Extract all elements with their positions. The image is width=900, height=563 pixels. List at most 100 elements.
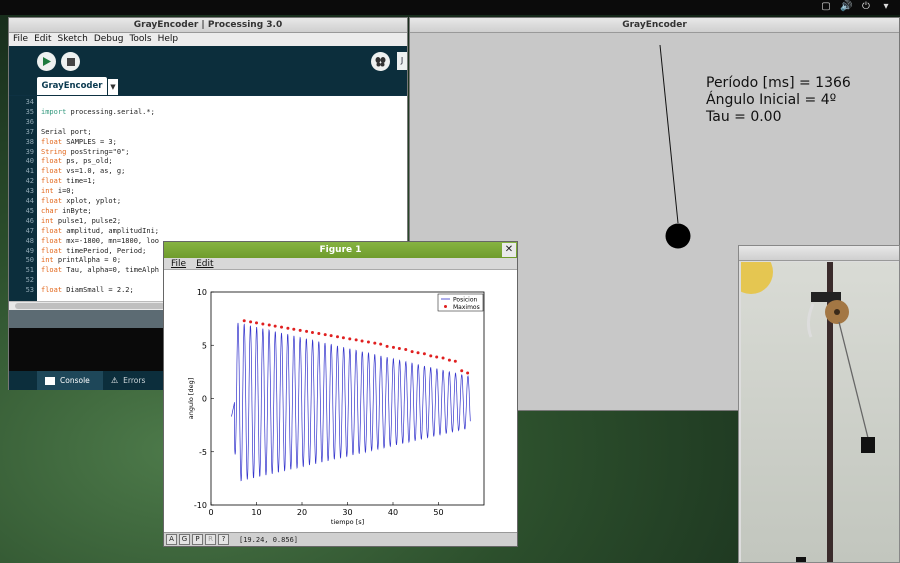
- maximos-point: [292, 327, 296, 331]
- code-text: Serial port;: [41, 127, 92, 136]
- menu-file[interactable]: File: [13, 34, 29, 44]
- code-text: int pulse1, pulse2;: [41, 216, 122, 225]
- stop-button[interactable]: [61, 52, 80, 71]
- close-button[interactable]: ✕: [502, 243, 516, 257]
- maximos-point: [280, 325, 284, 329]
- line-number: 40: [25, 157, 34, 166]
- toolbar-button-g[interactable]: G: [179, 534, 190, 545]
- chevron-down-icon[interactable]: ▾: [883, 1, 889, 12]
- tab-console-label: Console: [60, 376, 90, 385]
- code-text: float amplitud, amplitudIni;: [41, 226, 160, 235]
- mode-selector[interactable]: J: [397, 52, 407, 70]
- tab-console[interactable]: Console: [37, 371, 103, 390]
- maximos-point: [404, 348, 408, 352]
- x-tick-label: 50: [433, 508, 443, 517]
- line-number: 51: [25, 266, 34, 275]
- maximos-point: [385, 344, 389, 348]
- maximos-point: [273, 324, 277, 328]
- stop-icon: [66, 57, 75, 66]
- sketch-titlebar[interactable]: GrayEncoder: [410, 18, 899, 33]
- tab-row: GrayEncoder ▼: [9, 76, 407, 95]
- debug-button[interactable]: [371, 52, 390, 71]
- legend-label-posicion: Posicion: [453, 297, 478, 304]
- line-number-gutter: [9, 96, 37, 301]
- maximos-point: [447, 358, 451, 362]
- pendulum-drawing: [659, 44, 691, 249]
- y-tick-label: -10: [194, 501, 207, 510]
- maximos-point: [286, 326, 290, 330]
- tab-errors[interactable]: ⚠ Errors: [103, 371, 155, 390]
- code-text: String posString="0";: [41, 147, 130, 156]
- toolbar-button-p[interactable]: P: [192, 534, 203, 545]
- line-number: 46: [25, 216, 34, 225]
- tab-grayencoder[interactable]: GrayEncoder: [37, 77, 107, 95]
- maximos-point: [379, 342, 383, 346]
- toolbar-button-r[interactable]: R: [205, 534, 216, 545]
- maximos-point: [341, 336, 345, 340]
- maximos-point: [366, 340, 370, 344]
- camera-titlebar[interactable]: [739, 246, 899, 261]
- figure-menu-edit[interactable]: Edit: [196, 259, 214, 269]
- tab-errors-label: Errors: [123, 376, 146, 385]
- maximos-point: [410, 350, 414, 354]
- maximos-point: [323, 333, 327, 337]
- menu-edit[interactable]: Edit: [34, 34, 52, 44]
- toolbar-button-a[interactable]: A: [166, 534, 177, 545]
- toolbar-button-help[interactable]: ?: [218, 534, 229, 545]
- line-number: 35: [25, 107, 34, 116]
- line-number: 44: [25, 197, 34, 205]
- play-icon: [43, 57, 51, 66]
- maximos-point: [373, 341, 377, 345]
- pendulum-bob: [665, 223, 691, 249]
- volume-icon[interactable]: 🔊: [840, 1, 853, 12]
- maximos-point: [453, 359, 457, 363]
- line-number: 41: [25, 167, 34, 176]
- line-number: 53: [25, 286, 34, 295]
- line-number: 42: [25, 177, 34, 186]
- maximos-point: [305, 329, 309, 333]
- x-tick-label: 30: [342, 508, 352, 517]
- line-number: 49: [25, 246, 34, 255]
- window-icon[interactable]: ▢: [821, 1, 831, 12]
- power-icon[interactable]: ⏻: [862, 1, 870, 12]
- menu-sketch[interactable]: Sketch: [57, 34, 88, 44]
- pendulum-photo: [741, 262, 875, 562]
- maximos-point: [460, 369, 464, 373]
- y-tick-label: 0: [202, 395, 207, 404]
- ide-titlebar[interactable]: GrayEncoder | Processing 3.0: [9, 18, 407, 33]
- menu-help[interactable]: Help: [157, 34, 179, 44]
- y-tick-label: 5: [202, 341, 207, 350]
- line-number: 39: [25, 147, 34, 156]
- legend-box: [437, 293, 484, 312]
- x-tick-label: 20: [297, 508, 307, 517]
- plot-area[interactable]: 0 10 20 30 40 50 -10 -5 0 5 10 tiempo [s] angulo [de…: [164, 270, 517, 532]
- tab-menu-button[interactable]: ▼: [108, 79, 118, 95]
- maximos-point: [441, 356, 445, 360]
- scrollbar-thumb[interactable]: [15, 303, 165, 309]
- maximos-point: [360, 339, 364, 343]
- maximos-point: [354, 338, 358, 342]
- figure-statusbar: A G P R ? [19.24, 0.856]: [164, 532, 517, 546]
- run-button[interactable]: [37, 52, 56, 71]
- maximos-point: [397, 346, 401, 350]
- maximos-point: [429, 354, 433, 358]
- line-number: 36: [25, 117, 34, 126]
- x-tick-label: 10: [251, 508, 261, 517]
- maximos-point: [242, 319, 246, 323]
- maximos-point: [416, 351, 420, 355]
- code-text: char inByte;: [41, 206, 92, 215]
- maximos-point: [267, 323, 271, 327]
- figure-window: Figure 1 ✕ File Edit 0 10 20 30 40 50 -10 -5 0 5 1…: [163, 241, 518, 547]
- y-tick-label: 10: [197, 288, 207, 297]
- figure-titlebar[interactable]: Figure 1 ✕: [164, 242, 517, 258]
- butterfly-icon: [375, 57, 386, 67]
- console-icon: [45, 376, 55, 385]
- menu-debug[interactable]: Debug: [93, 34, 124, 44]
- figure-menubar: File Edit: [164, 258, 517, 270]
- code-text: float xplot, yplot;: [41, 197, 122, 205]
- figure-menu-file[interactable]: File: [171, 259, 187, 269]
- code-text: float SAMPLES = 3;: [41, 137, 117, 146]
- initial-angle-text: Ángulo Inicial = 4º: [706, 92, 837, 108]
- menu-tools[interactable]: Tools: [129, 34, 152, 44]
- ide-toolbar: J: [9, 46, 407, 76]
